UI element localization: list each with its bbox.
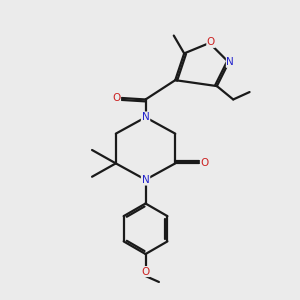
- Text: O: O: [207, 38, 215, 47]
- Text: O: O: [141, 267, 150, 277]
- Text: N: N: [142, 112, 149, 122]
- Text: N: N: [142, 175, 149, 185]
- Text: O: O: [112, 93, 121, 103]
- Text: N: N: [226, 57, 234, 67]
- Text: O: O: [201, 158, 209, 168]
